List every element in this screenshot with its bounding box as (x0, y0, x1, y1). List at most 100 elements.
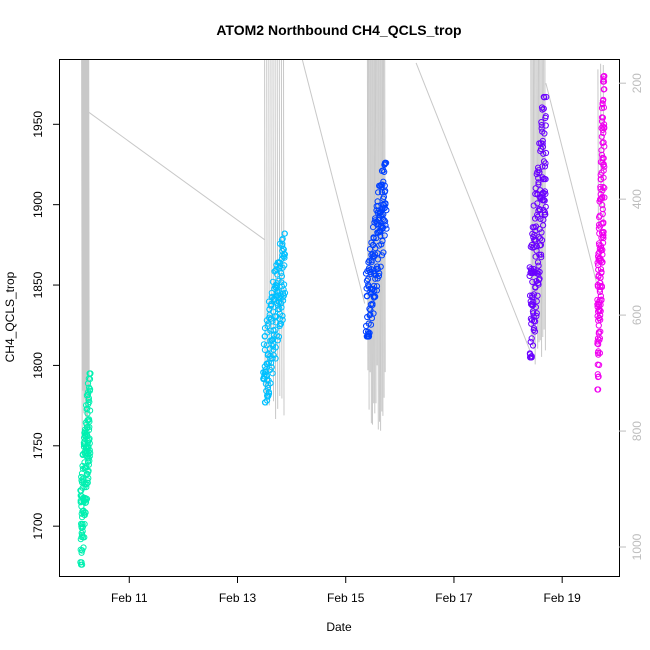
altitude-profile-1 (81, 60, 90, 447)
data-point (533, 312, 540, 320)
y-tick-label: 1750 (31, 432, 45, 459)
series-1 (77, 370, 94, 568)
data-point (281, 281, 288, 288)
data-point (601, 194, 608, 201)
data-point (375, 189, 382, 196)
data-point (374, 198, 381, 205)
data-point (598, 284, 606, 291)
data-point (82, 509, 89, 516)
data-point (599, 202, 606, 209)
data-point (528, 335, 535, 342)
data-point (278, 270, 285, 277)
data-point (600, 155, 607, 162)
data-point (541, 197, 548, 204)
data-point (374, 256, 381, 263)
data-point (379, 237, 386, 245)
data-point (538, 119, 545, 126)
data-point (370, 235, 377, 242)
data-point (537, 206, 544, 214)
data-point (536, 275, 543, 282)
data-point (268, 364, 275, 371)
data-point (279, 312, 286, 319)
data-point (599, 259, 606, 266)
data-point (534, 200, 541, 207)
data-point (600, 232, 607, 239)
altitude-transit-1 (88, 111, 265, 241)
data-point (595, 341, 602, 348)
data-point (363, 277, 370, 284)
data-point (542, 160, 549, 167)
data-point (265, 389, 272, 396)
data-point (601, 73, 608, 80)
data-point (535, 167, 542, 174)
data-point (281, 262, 288, 269)
data-point (530, 291, 538, 298)
data-point (601, 184, 608, 191)
data-point (596, 350, 604, 357)
data-point (595, 351, 602, 358)
data-point (542, 113, 549, 120)
y-tick-label: 1900 (31, 191, 45, 218)
y-tick-label: 1800 (31, 352, 45, 379)
data-point (86, 398, 93, 406)
data-point (86, 453, 93, 460)
data-point (535, 179, 542, 186)
x-tick-label: Feb 11 (111, 591, 148, 605)
data-point (596, 335, 604, 342)
data-point (86, 416, 93, 423)
data-point (599, 114, 607, 121)
data-point (367, 311, 374, 318)
y2-tick-label: 800 (630, 421, 644, 441)
data-point (599, 194, 606, 201)
data-point (601, 125, 608, 132)
data-point (366, 329, 373, 336)
data-point (598, 151, 606, 158)
data-point (535, 181, 542, 188)
data-point (86, 447, 93, 454)
data-point (540, 196, 548, 203)
data-point (600, 174, 607, 181)
data-point (281, 230, 288, 237)
data-point (380, 178, 387, 185)
data-point (599, 246, 606, 254)
data-point (264, 360, 271, 368)
data-point (537, 235, 544, 242)
data-point (371, 287, 378, 294)
data-point (270, 352, 277, 359)
data-point (533, 247, 540, 254)
data-point (600, 228, 607, 236)
data-point (601, 163, 608, 170)
data-point (538, 229, 545, 236)
data-point (262, 399, 269, 406)
data-point (541, 211, 548, 219)
data-point (534, 292, 541, 299)
data-point (530, 326, 537, 334)
data-point (280, 292, 287, 299)
chart-title: ATOM2 Northbound CH4_QCLS_trop (216, 22, 461, 38)
data-point (81, 521, 88, 528)
data-point (378, 241, 385, 248)
data-point (83, 481, 90, 488)
series-3 (362, 159, 390, 340)
data-point (382, 218, 389, 225)
data-point (278, 304, 285, 311)
data-point (281, 254, 288, 261)
altitude-profile-2 (264, 60, 285, 420)
data-point (535, 234, 542, 241)
data-point (600, 161, 607, 168)
data-point (275, 277, 282, 284)
data-point (533, 298, 540, 305)
data-point (275, 333, 282, 340)
data-point (365, 333, 373, 340)
data-point (267, 302, 274, 309)
data-point (281, 289, 289, 296)
data-point (538, 125, 545, 132)
data-point (600, 220, 607, 227)
data-point (87, 370, 94, 377)
data-point (382, 222, 389, 229)
data-point (85, 461, 93, 468)
y-axis-label: CH4_QCLS_trop (3, 271, 17, 362)
data-point (528, 353, 535, 360)
data-point (272, 355, 279, 362)
